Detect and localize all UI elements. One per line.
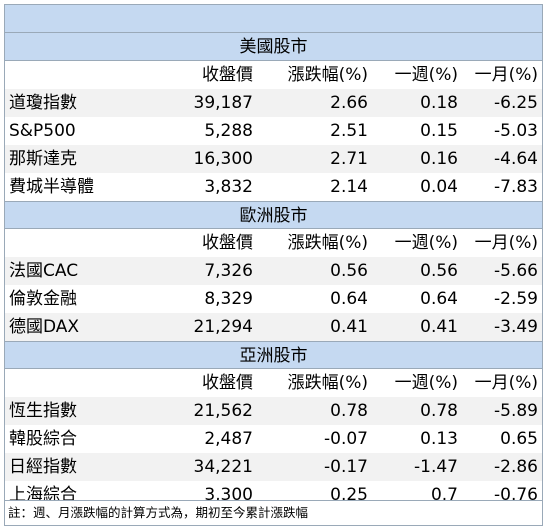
table-row: 道瓊指數 39,187 2.66 0.18 -6.25 xyxy=(5,89,542,117)
cell-month: -5.66 xyxy=(494,261,538,281)
column-header-row: 收盤價 漲跌幅(%) 一週(%) 一月(%) xyxy=(5,369,542,397)
cell-week: 0.18 xyxy=(420,93,458,113)
cell-month: -2.86 xyxy=(494,457,538,477)
cell-month: -5.89 xyxy=(494,401,538,421)
table-row: 倫敦金融 8,329 0.64 0.64 -2.59 xyxy=(5,285,542,313)
column-header-month: 一月(%) xyxy=(474,233,538,253)
cell-change: 2.14 xyxy=(330,177,368,197)
table-row: 那斯達克 16,300 2.71 0.16 -4.64 xyxy=(5,145,542,173)
cell-change: 0.56 xyxy=(330,261,368,281)
column-header-close: 收盤價 xyxy=(202,233,253,253)
column-header-row: 收盤價 漲跌幅(%) 一週(%) 一月(%) xyxy=(5,61,542,89)
cell-week: 0.15 xyxy=(420,121,458,141)
table-row: 法國CAC 7,326 0.56 0.56 -5.66 xyxy=(5,257,542,285)
column-header-week: 一週(%) xyxy=(394,373,458,393)
cell-month: -2.59 xyxy=(494,289,538,309)
column-header-week: 一週(%) xyxy=(394,233,458,253)
section-title: 歐洲股市 xyxy=(5,201,542,229)
cell-change: -0.17 xyxy=(324,457,368,477)
stock-market-table: 美國股市 收盤價 漲跌幅(%) 一週(%) 一月(%) 道瓊指數 39,187 2.66 0.1… xyxy=(4,4,543,526)
index-name: 那斯達克 xyxy=(9,149,77,169)
index-name: 韓股綜合 xyxy=(9,429,77,449)
cell-month: 0.65 xyxy=(500,429,538,449)
column-header-change: 漲跌幅(%) xyxy=(287,373,368,393)
index-name: 法國CAC xyxy=(9,261,79,281)
cell-week: 0.78 xyxy=(420,401,458,421)
table-row: 日經指數 34,221 -0.17 -1.47 -2.86 xyxy=(5,453,542,481)
table-row: 恆生指數 21,562 0.78 0.78 -5.89 xyxy=(5,397,542,425)
index-name: 倫敦金融 xyxy=(9,289,77,309)
cell-close: 7,326 xyxy=(204,261,253,281)
cell-week: 0.64 xyxy=(420,289,458,309)
cell-month: -6.25 xyxy=(494,93,538,113)
cell-close: 21,562 xyxy=(193,401,253,421)
cell-change: 2.51 xyxy=(330,121,368,141)
cell-week: 0.16 xyxy=(420,149,458,169)
section-title: 美國股市 xyxy=(5,33,542,61)
column-header-month: 一月(%) xyxy=(474,373,538,393)
cell-close: 3,832 xyxy=(204,177,253,197)
cell-month: -3.49 xyxy=(494,317,538,337)
index-name: 道瓊指數 xyxy=(9,93,77,113)
cell-month: -5.03 xyxy=(494,121,538,141)
index-name: 費城半導體 xyxy=(9,177,94,197)
footnote: 註：週、月漲跌幅的計算方式為，期初至今累計漲跌幅 xyxy=(5,500,542,525)
cell-week: 0.56 xyxy=(420,261,458,281)
cell-change: 2.66 xyxy=(330,93,368,113)
cell-month: -4.64 xyxy=(494,149,538,169)
cell-change: -0.07 xyxy=(324,429,368,449)
column-header-month: 一月(%) xyxy=(474,65,538,85)
cell-close: 8,329 xyxy=(204,289,253,309)
index-name: 恆生指數 xyxy=(9,401,77,421)
cell-close: 2,487 xyxy=(204,429,253,449)
cell-change: 0.78 xyxy=(330,401,368,421)
column-header-change: 漲跌幅(%) xyxy=(287,65,368,85)
column-header-week: 一週(%) xyxy=(394,65,458,85)
cell-close: 39,187 xyxy=(193,93,253,113)
table-row: 韓股綜合 2,487 -0.07 0.13 0.65 xyxy=(5,425,542,453)
cell-close: 21,294 xyxy=(193,317,253,337)
cell-change: 0.64 xyxy=(330,289,368,309)
cell-close: 34,221 xyxy=(193,457,253,477)
index-name: 日經指數 xyxy=(9,457,77,477)
cell-close: 5,288 xyxy=(204,121,253,141)
sections-container: 美國股市 收盤價 漲跌幅(%) 一週(%) 一月(%) 道瓊指數 39,187 2.66 0.1… xyxy=(5,33,542,509)
index-name: S&P500 xyxy=(9,121,76,141)
section-title: 亞洲股市 xyxy=(5,341,542,369)
table-row: 費城半導體 3,832 2.14 0.04 -7.83 xyxy=(5,173,542,201)
column-header-close: 收盤價 xyxy=(202,373,253,393)
column-header-close: 收盤價 xyxy=(202,65,253,85)
cell-week: 0.41 xyxy=(420,317,458,337)
table-row: 德國DAX 21,294 0.41 0.41 -3.49 xyxy=(5,313,542,341)
table-top-bar xyxy=(5,5,542,33)
table-row: S&P500 5,288 2.51 0.15 -5.03 xyxy=(5,117,542,145)
column-header-change: 漲跌幅(%) xyxy=(287,233,368,253)
cell-close: 16,300 xyxy=(193,149,253,169)
cell-week: 0.04 xyxy=(420,177,458,197)
cell-change: 2.71 xyxy=(330,149,368,169)
cell-week: 0.13 xyxy=(420,429,458,449)
cell-change: 0.41 xyxy=(330,317,368,337)
cell-month: -7.83 xyxy=(494,177,538,197)
column-header-row: 收盤價 漲跌幅(%) 一週(%) 一月(%) xyxy=(5,229,542,257)
index-name: 德國DAX xyxy=(9,317,80,337)
cell-week: -1.47 xyxy=(414,457,458,477)
